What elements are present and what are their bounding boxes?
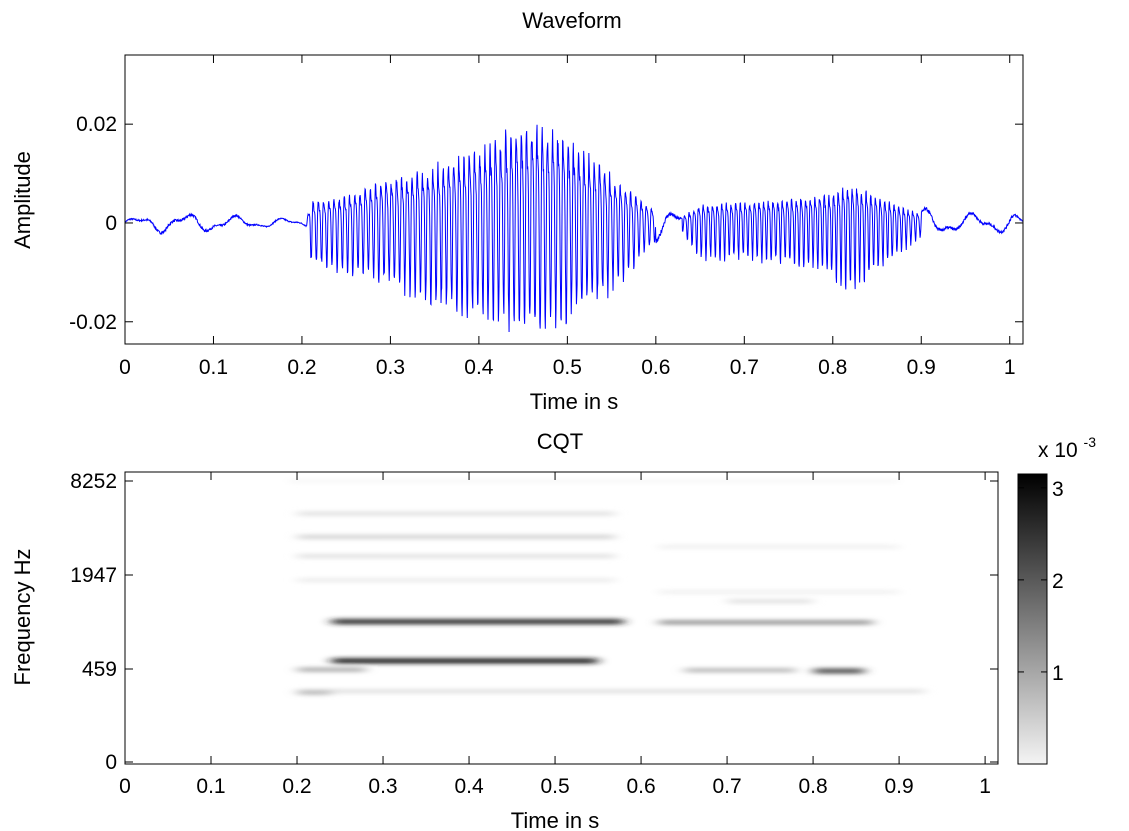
waveform-x-tick-label: 0.9 <box>907 356 936 379</box>
colorbar-tick-label: 1 <box>1052 662 1064 685</box>
waveform-x-tick-label: 0.4 <box>464 356 494 379</box>
cqt-band <box>297 534 616 539</box>
colorbar-exponent-power: -3 <box>1084 434 1097 450</box>
cqt-x-tick-label: 0.2 <box>282 775 311 798</box>
cqt-x-tick-label: 0.6 <box>626 775 655 798</box>
waveform-y-tick-label: 0.02 <box>76 113 117 136</box>
waveform-y-ticks: -0.02 0 0.02 <box>69 113 1023 334</box>
cqt-x-tick-label: 0.5 <box>540 775 569 798</box>
cqt-y-tick-label: 0 <box>105 751 117 774</box>
cqt-band <box>297 578 616 583</box>
waveform-series-line <box>125 124 1023 333</box>
cqt-xlabel: Time in s <box>511 808 599 831</box>
cqt-x-tick-label: 0.1 <box>196 775 225 798</box>
waveform-panel: Waveform 0 0.1 0.2 0.3 0.4 0.5 0.6 0.7 0.8 0.9 1 -… <box>10 8 1024 414</box>
waveform-y-tick-label: -0.02 <box>69 311 117 334</box>
colorbar-tick-label: 2 <box>1052 570 1064 593</box>
waveform-x-tick-label: 0.1 <box>199 356 228 379</box>
cqt-band <box>658 620 874 625</box>
cqt-x-tick-label: 0.9 <box>884 775 913 798</box>
colorbar-tick-label: 3 <box>1052 478 1064 501</box>
cqt-y-tick-label: 8252 <box>70 470 117 493</box>
waveform-xlabel: Time in s <box>530 389 618 414</box>
colorbar-ticks: 1 2 3 <box>1018 478 1064 685</box>
cqt-x-ticks: 0 0.1 0.2 0.3 0.4 0.5 0.6 0.7 0.8 0.9 1 <box>119 472 991 798</box>
waveform-x-tick-label: 0.8 <box>818 356 847 379</box>
cqt-x-tick-label: 1 <box>979 775 991 798</box>
waveform-x-tick-label: 0.2 <box>287 356 316 379</box>
cqt-band <box>813 668 865 674</box>
colorbar-exponent: x 10 -3 <box>1038 434 1096 462</box>
cqt-ylabel: Frequency Hz <box>10 549 35 686</box>
cqt-band <box>331 619 624 625</box>
cqt-band <box>658 544 900 549</box>
colorbar <box>1017 473 1048 765</box>
cqt-title: CQT <box>537 429 583 454</box>
cqt-x-tick-label: 0.7 <box>712 775 741 798</box>
cqt-x-tick-label: 0.4 <box>454 775 484 798</box>
cqt-band <box>297 667 366 672</box>
cqt-x-tick-label: 0 <box>119 775 131 798</box>
cqt-image-background <box>125 472 998 764</box>
waveform-title: Waveform <box>522 8 621 33</box>
cqt-x-tick-label: 0.3 <box>368 775 397 798</box>
waveform-axes-box <box>124 54 1024 345</box>
colorbar-exponent-base: x 10 <box>1038 439 1078 462</box>
waveform-x-tick-label: 1 <box>1004 356 1016 379</box>
waveform-y-tick-label: 0 <box>105 212 117 235</box>
cqt-band <box>288 479 900 483</box>
waveform-x-ticks: 0 0.1 0.2 0.3 0.4 0.5 0.6 0.7 0.8 0.9 1 <box>119 55 1016 379</box>
cqt-x-tick-label: 0.8 <box>798 775 827 798</box>
cqt-band <box>297 689 925 694</box>
waveform-x-tick-label: 0.3 <box>376 356 405 379</box>
waveform-x-tick-label: 0.6 <box>641 356 670 379</box>
cqt-y-tick-label: 1947 <box>70 564 117 587</box>
waveform-x-tick-label: 0 <box>119 356 131 379</box>
waveform-ylabel: Amplitude <box>10 151 35 249</box>
waveform-line <box>125 124 1023 333</box>
cqt-axes-box <box>124 471 999 765</box>
cqt-band <box>297 511 616 516</box>
cqt-band <box>727 599 814 604</box>
cqt-y-ticks: 0 459 1947 8252 <box>70 470 998 774</box>
waveform-x-tick-label: 0.7 <box>730 356 759 379</box>
cqt-band <box>331 658 599 664</box>
cqt-band <box>658 589 900 594</box>
cqt-band <box>297 554 616 559</box>
waveform-x-tick-label: 0.5 <box>553 356 582 379</box>
cqt-y-tick-label: 459 <box>82 658 117 681</box>
cqt-panel: CQT 0 0.1 0.2 0.3 0.4 0.5 0.6 0.7 0.8 0.9 1 0 459 19… <box>10 429 1096 831</box>
cqt-bands <box>288 479 925 695</box>
cqt-band <box>297 690 332 695</box>
cqt-band <box>684 668 796 673</box>
